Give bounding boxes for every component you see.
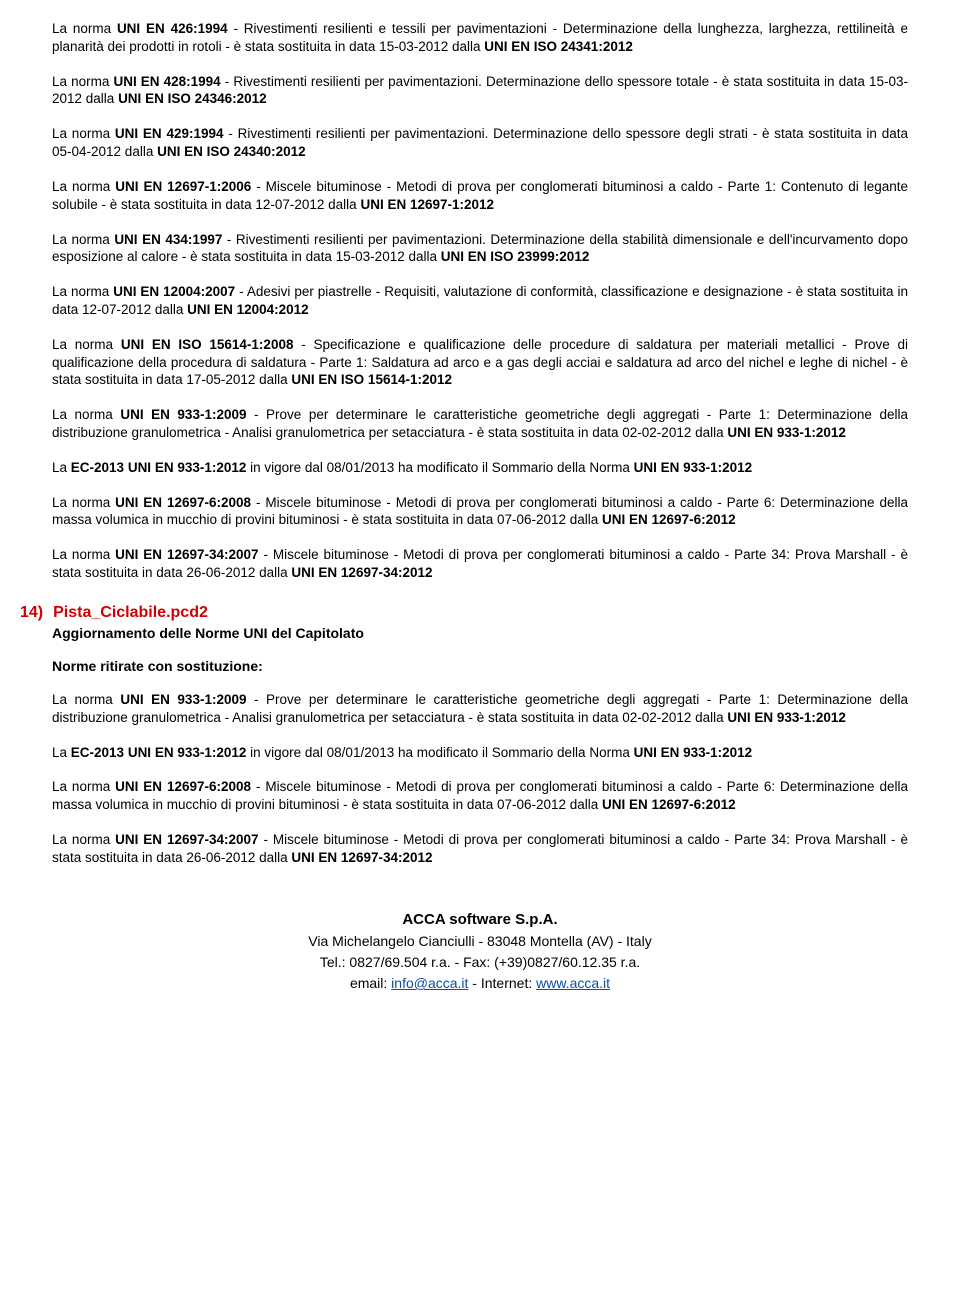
norm-target: UNI EN 12697-34:2012	[291, 850, 432, 865]
text: La norma	[52, 126, 115, 141]
section-subtitle-2: Norme ritirate con sostituzione:	[52, 658, 908, 674]
norm-code: EC-2013 UNI EN 933-1:2012	[71, 745, 247, 760]
section-header: 14) Pista_Ciclabile.pcd2	[20, 604, 908, 622]
email-label: email:	[350, 975, 391, 991]
norm-target: UNI EN ISO 24341:2012	[484, 39, 633, 54]
text: La	[52, 460, 71, 475]
norm-paragraph: La norma UNI EN 12697-34:2007 - Miscele …	[52, 831, 908, 867]
company-contacts: email: info@acca.it - Internet: www.acca…	[52, 973, 908, 994]
company-phone: Tel.: 0827/69.504 r.a. - Fax: (+39)0827/…	[52, 952, 908, 973]
norm-code: UNI EN 429:1994	[115, 126, 224, 141]
text: La norma	[52, 779, 115, 794]
text: La	[52, 745, 71, 760]
norm-paragraph: La norma UNI EN 12697-6:2008 - Miscele b…	[52, 778, 908, 814]
norm-code: UNI EN ISO 15614-1:2008	[121, 337, 294, 352]
norm-paragraph: La EC-2013 UNI EN 933-1:2012 in vigore d…	[52, 744, 908, 762]
site-link[interactable]: www.acca.it	[536, 975, 610, 991]
text: La norma	[52, 495, 115, 510]
norm-paragraph: La norma UNI EN 434:1997 - Rivestimenti …	[52, 231, 908, 267]
norm-target: UNI EN 12697-6:2012	[602, 512, 736, 527]
section-number: 14)	[20, 604, 43, 622]
norm-paragraph: La norma UNI EN ISO 15614-1:2008 - Speci…	[52, 336, 908, 389]
section-title: Pista_Ciclabile.pcd2	[53, 604, 208, 622]
text: La norma	[52, 407, 120, 422]
norm-target: UNI EN 12697-34:2012	[291, 565, 432, 580]
text: in vigore dal 08/01/2013 ha modificato i…	[246, 745, 633, 760]
norm-paragraph: La norma UNI EN 428:1994 - Rivestimenti …	[52, 73, 908, 109]
norm-code: UNI EN 12697-1:2006	[115, 179, 251, 194]
norm-paragraph: La norma UNI EN 429:1994 - Rivestimenti …	[52, 125, 908, 161]
company-name: ACCA software S.p.A.	[52, 909, 908, 932]
norm-target: UNI EN 933-1:2012	[634, 460, 753, 475]
text: La norma	[52, 284, 113, 299]
text: La norma	[52, 832, 115, 847]
norm-target: UNI EN ISO 23999:2012	[441, 249, 590, 264]
norm-target: UNI EN 933-1:2012	[634, 745, 753, 760]
norm-code: UNI EN 426:1994	[117, 21, 228, 36]
company-address: Via Michelangelo Cianciulli - 83048 Mont…	[52, 931, 908, 952]
norm-code: UNI EN 434:1997	[114, 232, 222, 247]
norm-code: UNI EN 12697-34:2007	[115, 832, 258, 847]
norm-paragraph: La norma UNI EN 12697-1:2006 - Miscele b…	[52, 178, 908, 214]
norm-paragraph: La norma UNI EN 933-1:2009 - Prove per d…	[52, 691, 908, 727]
norm-code: UNI EN 12697-34:2007	[115, 547, 258, 562]
norm-code: UNI EN 12697-6:2008	[115, 779, 251, 794]
text: La norma	[52, 692, 120, 707]
norm-target: UNI EN 12004:2012	[187, 302, 309, 317]
norm-target: UNI EN 933-1:2012	[727, 710, 846, 725]
text: La norma	[52, 179, 115, 194]
text: La norma	[52, 232, 114, 247]
norm-code: EC-2013 UNI EN 933-1:2012	[71, 460, 247, 475]
norm-paragraph: La norma UNI EN 12004:2007 - Adesivi per…	[52, 283, 908, 319]
separator: - Internet:	[468, 975, 536, 991]
norm-code: UNI EN 428:1994	[113, 74, 220, 89]
text: La norma	[52, 74, 113, 89]
footer: ACCA software S.p.A. Via Michelangelo Ci…	[52, 909, 908, 995]
norm-paragraph: La norma UNI EN 933-1:2009 - Prove per d…	[52, 406, 908, 442]
text: La norma	[52, 337, 121, 352]
norm-target: UNI EN ISO 24340:2012	[157, 144, 306, 159]
page: La norma UNI EN 426:1994 - Rivestimenti …	[0, 0, 960, 1022]
norm-paragraph: La norma UNI EN 12697-34:2007 - Miscele …	[52, 546, 908, 582]
section-subtitle: Aggiornamento delle Norme UNI del Capito…	[52, 625, 908, 641]
norm-code: UNI EN 933-1:2009	[120, 407, 246, 422]
text: La norma	[52, 21, 117, 36]
email-link[interactable]: info@acca.it	[391, 975, 468, 991]
norm-paragraph: La norma UNI EN 12697-6:2008 - Miscele b…	[52, 494, 908, 530]
norm-code: UNI EN 12697-6:2008	[115, 495, 251, 510]
norm-code: UNI EN 12004:2007	[113, 284, 235, 299]
text: La norma	[52, 547, 115, 562]
norm-paragraph: La EC-2013 UNI EN 933-1:2012 in vigore d…	[52, 459, 908, 477]
norm-paragraph: La norma UNI EN 426:1994 - Rivestimenti …	[52, 20, 908, 56]
norm-target: UNI EN ISO 15614-1:2012	[291, 372, 452, 387]
norm-target: UNI EN 12697-6:2012	[602, 797, 736, 812]
text: in vigore dal 08/01/2013 ha modificato i…	[246, 460, 633, 475]
norm-target: UNI EN 933-1:2012	[727, 425, 846, 440]
norm-target: UNI EN ISO 24346:2012	[118, 91, 267, 106]
norm-target: UNI EN 12697-1:2012	[360, 197, 494, 212]
norm-code: UNI EN 933-1:2009	[120, 692, 246, 707]
